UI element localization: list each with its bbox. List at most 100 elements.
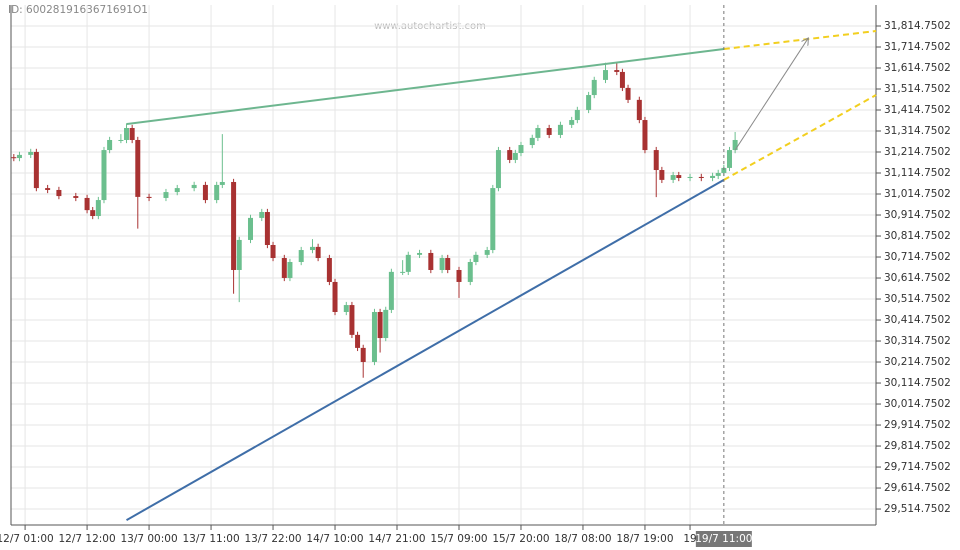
candle-body	[490, 188, 496, 251]
candle-body	[726, 150, 732, 168]
candle-body	[614, 70, 620, 72]
projection-arrow	[734, 38, 808, 151]
candle-body	[95, 200, 101, 217]
x-tick-label: 13/7 22:00	[244, 533, 301, 545]
y-tick-label: 31,414.7502	[884, 104, 951, 116]
y-tick-label: 30,114.7502	[884, 377, 951, 389]
candle-body	[659, 170, 665, 180]
current-time-label-bg	[695, 531, 752, 547]
candle-body	[535, 128, 541, 138]
candle-body	[45, 188, 51, 190]
candle-body	[315, 246, 321, 259]
candle-body	[721, 167, 727, 173]
candle-body	[349, 305, 355, 335]
candle-body	[439, 258, 445, 270]
candle-body	[107, 139, 113, 151]
x-tick-label: 18/7 08:00	[554, 533, 611, 545]
candle-body	[574, 109, 580, 121]
candle-body	[619, 71, 625, 88]
candle-body	[355, 334, 361, 348]
candle-body	[236, 239, 242, 270]
x-tick-label: 14/7 21:00	[368, 533, 425, 545]
y-tick-label: 29,614.7502	[884, 482, 951, 494]
candle-body	[495, 150, 501, 189]
candle-body	[56, 189, 62, 197]
candle-body	[484, 250, 490, 255]
candle-body	[557, 124, 563, 135]
candle-body	[16, 154, 22, 159]
candle-body	[287, 262, 293, 278]
candle-body	[90, 210, 96, 217]
y-tick-label: 29,814.7502	[884, 440, 951, 452]
candle-body	[371, 311, 377, 362]
candle-body	[270, 244, 276, 259]
candle-body	[33, 151, 39, 189]
candle-body	[715, 172, 721, 176]
candle-body	[135, 139, 141, 197]
trend-line	[723, 94, 877, 181]
candle-body	[129, 128, 135, 140]
candle-body	[710, 175, 716, 179]
candle-body	[676, 175, 682, 179]
candle-body	[281, 258, 287, 278]
y-tick-label: 29,514.7502	[884, 503, 951, 515]
y-tick-label: 30,414.7502	[884, 314, 951, 326]
candle-body	[202, 184, 208, 201]
candle-body	[603, 70, 609, 80]
y-tick-label: 30,214.7502	[884, 356, 951, 368]
candle-body	[529, 137, 535, 146]
candle-body	[118, 139, 124, 141]
y-tick-label: 30,514.7502	[884, 293, 951, 305]
candle-body	[405, 254, 411, 272]
candle-body	[343, 305, 349, 312]
candle-body	[163, 192, 169, 198]
candle-body	[332, 281, 338, 312]
y-tick-label: 29,714.7502	[884, 461, 951, 473]
x-tick-label: 15/7 09:00	[430, 533, 487, 545]
trend-line	[126, 48, 724, 126]
y-tick-label: 31,014.7502	[884, 188, 951, 200]
candle-body	[377, 311, 383, 339]
candle-body	[174, 188, 180, 193]
y-tick-label: 30,814.7502	[884, 230, 951, 242]
candle-body	[642, 120, 648, 151]
candle-body	[456, 269, 462, 282]
y-tick-label: 30,014.7502	[884, 398, 951, 410]
candle-body	[298, 250, 304, 263]
x-tick-label: 14/7 10:00	[306, 533, 363, 545]
candle-body	[73, 196, 79, 198]
x-tick-label: 13/7 11:00	[182, 533, 239, 545]
candle-body	[512, 153, 518, 160]
candle-body	[507, 150, 513, 160]
candle-body	[636, 99, 642, 121]
y-tick-label: 30,714.7502	[884, 251, 951, 263]
candle-body	[670, 175, 676, 180]
candle-body	[428, 252, 434, 270]
y-tick-label: 30,614.7502	[884, 272, 951, 284]
trend-line	[126, 179, 725, 521]
candle-body	[231, 181, 237, 270]
candle-body	[11, 157, 17, 159]
x-tick-label: 15/7 20:00	[492, 533, 549, 545]
candle-body	[28, 151, 34, 155]
candle-body	[309, 246, 315, 251]
candle-body	[591, 79, 597, 96]
trend-line	[723, 29, 877, 51]
candle-body	[569, 120, 575, 125]
candle-body	[732, 139, 738, 151]
candle-body	[417, 252, 423, 255]
candle-body	[625, 87, 631, 100]
x-tick-label: 12/7 12:00	[58, 533, 115, 545]
y-tick-label: 31,814.7502	[884, 20, 951, 32]
candle-body	[214, 184, 220, 201]
y-tick-label: 31,214.7502	[884, 146, 951, 158]
x-tick-label: 19	[683, 533, 696, 545]
y-tick-label: 31,614.7502	[884, 62, 951, 74]
candle-body	[698, 176, 704, 179]
candle-body	[586, 95, 592, 110]
candle-body	[400, 271, 406, 273]
candle-body	[473, 254, 479, 263]
candle-body	[546, 128, 552, 135]
y-tick-label: 30,914.7502	[884, 209, 951, 221]
